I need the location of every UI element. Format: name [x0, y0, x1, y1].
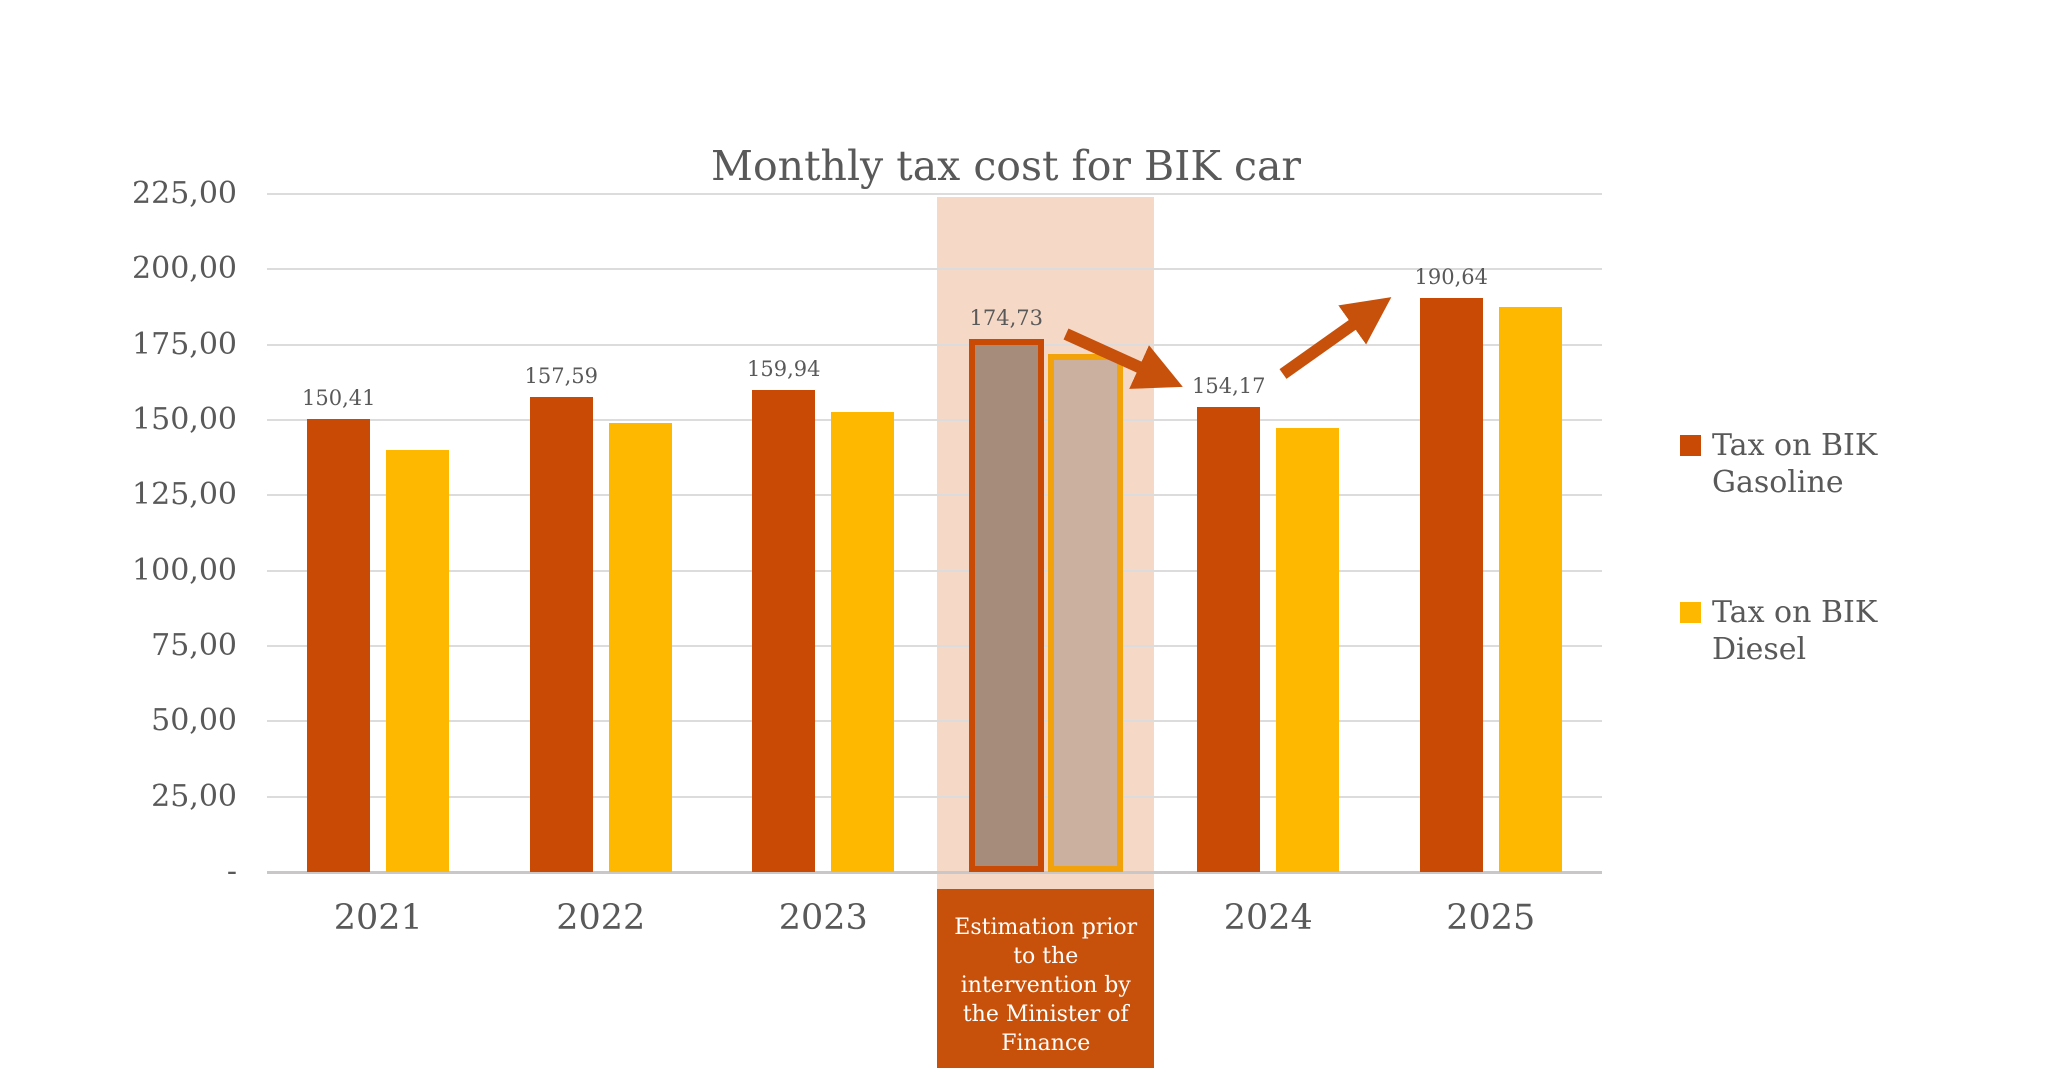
diesel-swatch-icon	[1680, 602, 1701, 623]
y-tick-label: 200,00	[132, 251, 237, 287]
gasoline-swatch-icon	[1680, 435, 1701, 456]
gridline	[267, 343, 1602, 346]
gridline	[267, 193, 1602, 195]
data-label-gasoline-estimation: 174,73	[969, 306, 1043, 331]
bar-gasoline-2023[interactable]	[752, 390, 816, 872]
x-axis-label-2024: 2024	[1223, 898, 1313, 938]
bar-gasoline-2022[interactable]	[529, 397, 593, 872]
y-tick-label: 225,00	[132, 176, 237, 211]
bar-gasoline-2021[interactable]	[307, 418, 371, 872]
bar-diesel-estimation[interactable]	[1047, 353, 1123, 872]
y-tick-label: 100,00	[132, 552, 237, 588]
gridline	[267, 720, 1602, 723]
bar-diesel-2025[interactable]	[1498, 307, 1562, 872]
y-tick-label: 175,00	[132, 326, 237, 362]
y-tick-label: 75,00	[151, 628, 237, 663]
legend-item-diesel[interactable]: Tax on BIK Diesel	[1680, 594, 1947, 668]
legend-item-gasoline[interactable]: Tax on BIK Gasoline	[1680, 427, 1947, 501]
bar-gasoline-estimation[interactable]	[968, 339, 1044, 872]
gridline	[267, 645, 1602, 647]
gridline	[267, 268, 1602, 271]
data-label-gasoline-2023: 159,94	[747, 357, 821, 382]
bar-gasoline-2025[interactable]	[1419, 297, 1483, 872]
bar-diesel-2024[interactable]	[1276, 427, 1340, 872]
legend-label-gasoline: Tax on BIK Gasoline	[1712, 428, 1878, 500]
bar-diesel-2023[interactable]	[831, 412, 895, 872]
arrow-2024-to-2025	[1279, 297, 1392, 379]
estimation-note-box: Estimation prior to the intervention by the…	[937, 889, 1155, 1068]
x-axis-label-2021: 2021	[333, 898, 423, 938]
estimation-note-text: Estimation prior to the intervention by the…	[954, 915, 1138, 1056]
bar-diesel-2021[interactable]	[386, 450, 450, 872]
gridline	[267, 419, 1602, 421]
y-tick-label: 50,00	[151, 703, 237, 739]
data-label-gasoline-2025: 190,64	[1414, 264, 1488, 289]
bar-diesel-2022[interactable]	[608, 423, 672, 872]
gridline	[267, 569, 1602, 572]
y-tick-label: 150,00	[132, 402, 237, 437]
gridline	[267, 795, 1602, 798]
x-axis-label-2023: 2023	[778, 898, 868, 938]
data-label-gasoline-2024: 154,17	[1192, 374, 1266, 399]
legend-label-diesel: Tax on BIK Diesel	[1712, 595, 1878, 667]
data-label-gasoline-2021: 150,41	[302, 385, 376, 410]
gridline	[267, 494, 1602, 497]
x-axis-line	[267, 871, 1602, 874]
y-tick-label: 125,00	[132, 477, 237, 513]
x-axis-label-2025: 2025	[1446, 898, 1536, 938]
chart-title: Monthly tax cost for BIK car	[710, 142, 1302, 190]
y-tick-label: 25,00	[151, 778, 237, 814]
x-axis-label-2022: 2022	[556, 898, 646, 938]
data-label-gasoline-2022: 157,59	[524, 364, 598, 389]
y-tick-label: -	[226, 854, 237, 889]
bar-gasoline-2024[interactable]	[1197, 407, 1261, 872]
